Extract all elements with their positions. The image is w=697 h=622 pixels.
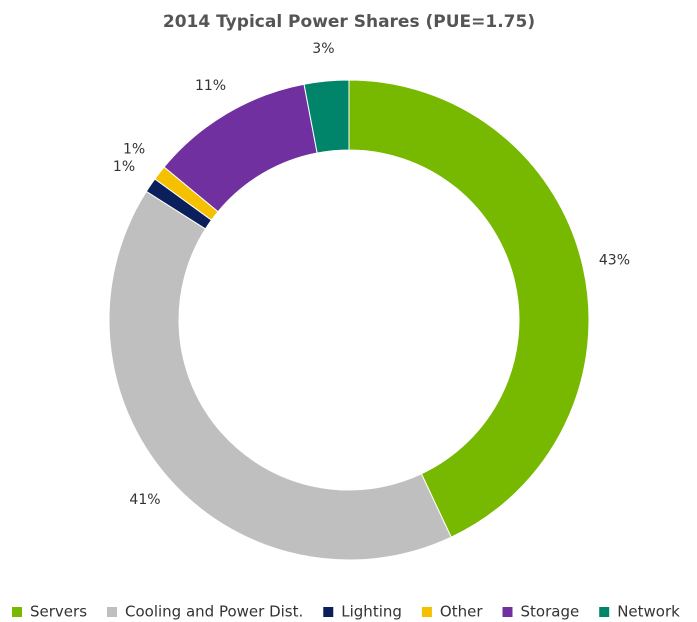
legend-swatch <box>502 607 513 617</box>
legend-swatch <box>107 607 118 617</box>
data-label: 11% <box>195 78 226 94</box>
legend-label: Storage <box>521 603 580 621</box>
data-label: 41% <box>129 492 160 508</box>
legend-swatch <box>12 607 22 617</box>
data-label: 1% <box>123 141 145 157</box>
data-label: 1% <box>113 159 135 175</box>
chart-title: 2014 Typical Power Shares (PUE=1.75) <box>163 12 535 32</box>
data-label: 43% <box>599 253 630 269</box>
donut-segment <box>348 79 590 538</box>
donut-segment <box>303 79 350 154</box>
legend-swatch <box>323 607 334 617</box>
legend-label: Cooling and Power Dist. <box>125 603 303 621</box>
donut-segment <box>108 190 452 561</box>
legend-label: Servers <box>30 603 87 621</box>
legend-swatch <box>599 607 610 617</box>
legend-label: Other <box>440 603 483 621</box>
legend-label: Network <box>617 603 680 621</box>
legend-swatch <box>421 607 432 617</box>
data-label: 3% <box>312 41 334 57</box>
legend-label: Lighting <box>341 603 402 621</box>
